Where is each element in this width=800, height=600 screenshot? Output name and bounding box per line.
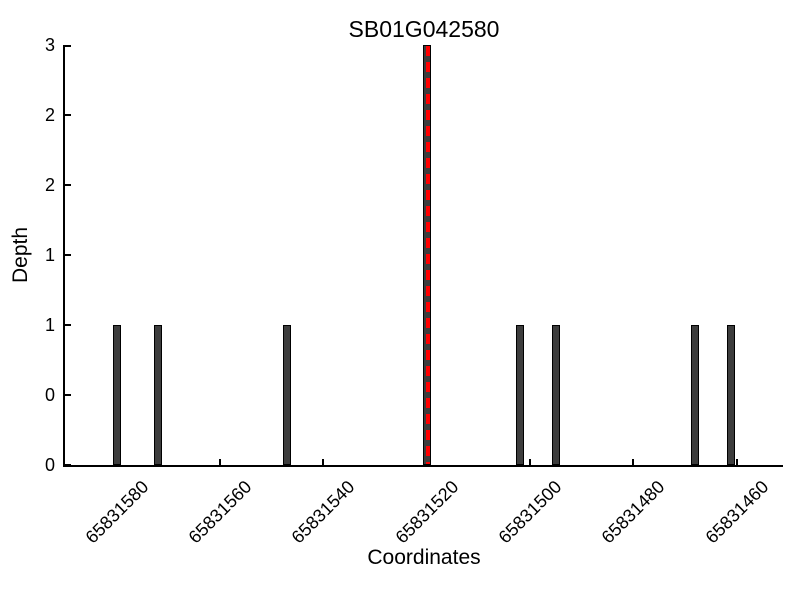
x-tick-label: 65831480 xyxy=(597,476,669,548)
coverage-bar xyxy=(283,325,292,465)
y-tick xyxy=(65,45,71,47)
y-tick xyxy=(65,464,71,466)
coverage-bar xyxy=(422,45,431,465)
x-tick xyxy=(735,459,738,465)
x-tick xyxy=(632,459,635,465)
x-axis-label: Coordinates xyxy=(367,546,481,569)
coverage-bar xyxy=(112,325,121,465)
y-tick-label: 3 xyxy=(44,35,55,55)
coverage-bar xyxy=(727,325,736,465)
y-tick xyxy=(65,254,71,256)
y-tick-label: 2 xyxy=(44,105,55,125)
x-axis-spine xyxy=(63,465,783,467)
y-tick xyxy=(65,394,71,396)
y-tick-label: 0 xyxy=(44,455,55,475)
coverage-bar xyxy=(153,325,162,465)
y-tick-label: 1 xyxy=(44,245,55,265)
y-tick xyxy=(65,324,71,326)
coverage-bar xyxy=(515,325,524,465)
x-tick xyxy=(322,459,325,465)
x-tick-label: 65831460 xyxy=(701,476,772,548)
coverage-bar xyxy=(691,325,700,465)
x-tick-label: 65831580 xyxy=(81,476,153,548)
x-tick xyxy=(528,459,531,465)
x-tick-label: 65831520 xyxy=(391,476,462,548)
y-tick-label: 2 xyxy=(44,175,55,195)
coverage-bar xyxy=(551,325,560,465)
x-tick-label: 65831560 xyxy=(184,476,256,548)
y-axis-spine xyxy=(63,45,65,467)
y-tick-label: 0 xyxy=(44,385,55,405)
y-tick-label: 1 xyxy=(44,315,55,335)
chart-title: SB01G042580 xyxy=(348,16,500,42)
x-tick xyxy=(218,459,221,465)
x-tick-label: 65831500 xyxy=(494,476,566,548)
x-tick-label: 65831540 xyxy=(287,476,359,548)
y-tick xyxy=(65,114,71,116)
highlight-dashed-line xyxy=(425,46,430,464)
y-tick xyxy=(65,184,71,186)
